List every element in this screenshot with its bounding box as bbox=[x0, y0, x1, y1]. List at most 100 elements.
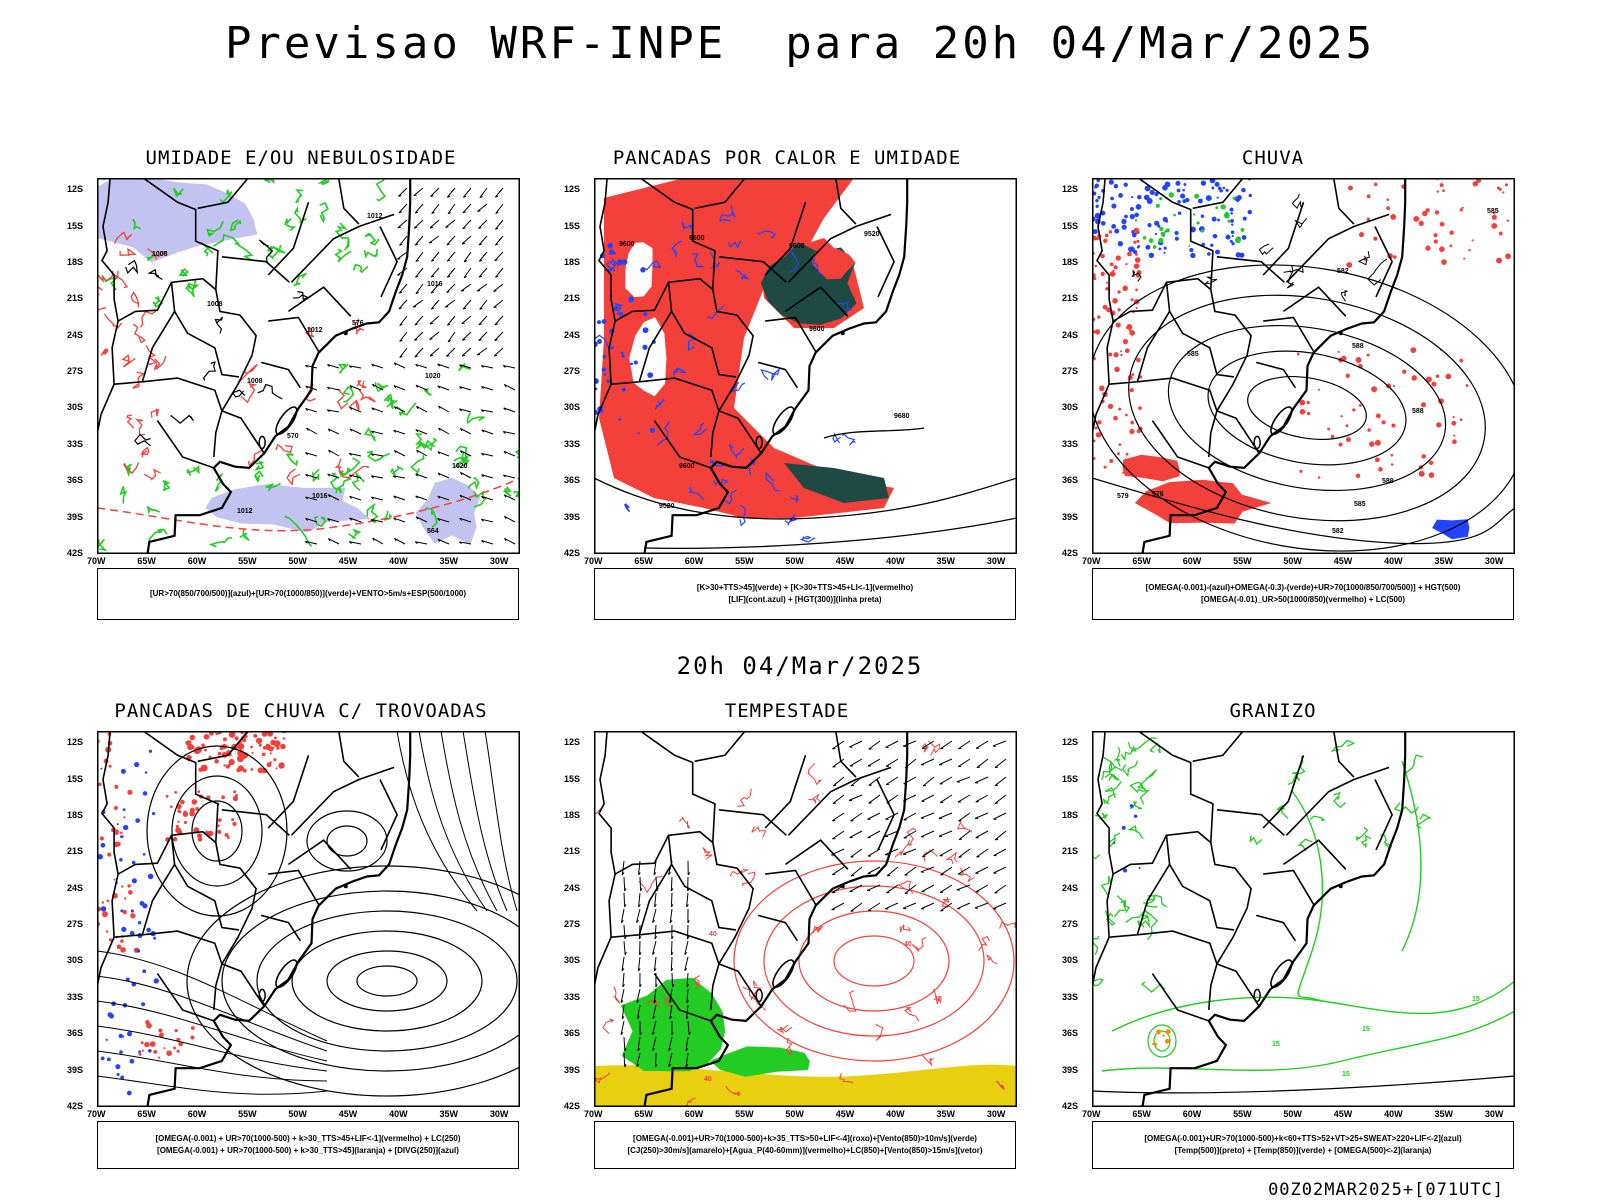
humidity-contour-green bbox=[366, 502, 379, 524]
lif-spot-blue bbox=[601, 367, 607, 372]
lat-tick-label: 33S bbox=[564, 991, 581, 1002]
storm-spot-red bbox=[217, 824, 220, 828]
storm-spot-red bbox=[253, 733, 258, 738]
streamline bbox=[1357, 250, 1370, 266]
wind-vector bbox=[637, 1016, 640, 1020]
border-line bbox=[1192, 731, 1244, 763]
lat-tick-label: 12S bbox=[67, 184, 84, 195]
storm-spot-red bbox=[270, 739, 276, 746]
lif-contour-blue bbox=[765, 471, 780, 492]
geopotential-contour bbox=[1207, 350, 1407, 466]
wind-vector bbox=[504, 515, 507, 520]
rain-spot-red bbox=[1095, 432, 1102, 438]
wind-vector bbox=[349, 517, 362, 523]
lif-contour-blue bbox=[723, 489, 737, 505]
rain-spot-green bbox=[1165, 228, 1170, 233]
wind-vector bbox=[639, 984, 642, 988]
wind-vector bbox=[920, 866, 935, 873]
storm-spot-red bbox=[173, 1046, 177, 1050]
lat-tick-label: 36S bbox=[1062, 1028, 1079, 1039]
coastline-east bbox=[1141, 178, 1407, 554]
omega-spot-orange bbox=[1165, 1029, 1171, 1035]
wind-vector bbox=[957, 758, 971, 768]
lat-tick-label: 33S bbox=[67, 991, 84, 1002]
rain-spot-red bbox=[1386, 198, 1390, 202]
rain-spot-blue bbox=[1097, 195, 1101, 200]
rain-spot-blue bbox=[1216, 196, 1219, 199]
humidity-contour-green bbox=[295, 188, 303, 204]
storm-spot-red bbox=[217, 829, 222, 834]
contour-label: 40 bbox=[904, 941, 912, 948]
wind-vector bbox=[850, 866, 863, 877]
wind-vector bbox=[651, 1020, 657, 1035]
humidity-contour-green bbox=[363, 427, 376, 442]
wind-vector bbox=[668, 1052, 673, 1067]
rain-spot-red bbox=[1134, 252, 1138, 256]
wind-vector bbox=[867, 812, 881, 820]
wind-vector bbox=[304, 364, 308, 368]
instability-area-red bbox=[811, 246, 856, 280]
wind-vector bbox=[399, 235, 408, 246]
wind-vector bbox=[994, 794, 1007, 804]
wind-vector bbox=[428, 235, 440, 244]
humidity-contour-green bbox=[146, 505, 160, 515]
rain-spot-red bbox=[1122, 285, 1128, 292]
precipitable-water-contour bbox=[911, 937, 927, 953]
coastline-east bbox=[1141, 731, 1407, 1107]
wind-vector bbox=[447, 331, 456, 343]
lat-tick-label: 15S bbox=[564, 220, 581, 231]
precipitable-water-contour bbox=[933, 988, 942, 1005]
legend-pancadas-calor: [K>30+TTS>45](verde) + [K>30+TTS>45+LI<-… bbox=[594, 568, 1016, 620]
humidity-contour-green bbox=[208, 536, 233, 548]
storm-spot-red bbox=[227, 763, 231, 768]
wind-vector bbox=[669, 1000, 672, 1004]
storm-spot-red bbox=[177, 809, 181, 813]
wind-vector bbox=[670, 892, 673, 908]
geopotential-contour bbox=[1092, 264, 1515, 552]
wind-vector bbox=[430, 291, 435, 294]
wind-vector bbox=[493, 347, 504, 357]
border-line bbox=[694, 178, 746, 210]
rain-spot-red bbox=[1117, 290, 1121, 294]
wind-vector bbox=[481, 518, 494, 523]
wind-vector bbox=[620, 908, 625, 923]
wind-vector bbox=[503, 407, 507, 411]
storm-spot-red bbox=[180, 799, 185, 805]
wind-vector bbox=[957, 866, 971, 875]
legend-line: [LIF](cont.azul) + [HGT(300)](linha pret… bbox=[728, 595, 882, 604]
contour-label: 40 bbox=[934, 996, 942, 1003]
border-line bbox=[1282, 839, 1347, 870]
lif-contour-blue bbox=[719, 213, 734, 222]
lagoa-patos bbox=[1270, 959, 1293, 988]
lat-tick-label: 15S bbox=[1062, 220, 1079, 231]
map-umidade: 1012100810081012101610201020100810121016… bbox=[97, 178, 520, 554]
main-title: Previsao WRF-INPE para 20h 04/Mar/2025 bbox=[224, 18, 1376, 69]
border-line bbox=[156, 973, 215, 1022]
hail-spot-blue bbox=[1129, 804, 1134, 808]
rain-spot-red bbox=[1425, 245, 1431, 251]
border-line bbox=[598, 731, 616, 875]
wind-vector bbox=[459, 494, 472, 501]
border-line bbox=[787, 766, 892, 836]
contour-label: 9600 bbox=[789, 243, 805, 250]
border-line bbox=[1285, 766, 1390, 836]
humidity-contour-green bbox=[293, 272, 308, 287]
legend-trovoadas: [OMEGA(-0.001) + UR>70(1000-500) + k>30_… bbox=[97, 1121, 519, 1169]
wind-vector bbox=[371, 496, 374, 500]
wind-vector bbox=[938, 758, 953, 766]
border-line bbox=[221, 809, 290, 836]
wind-vector bbox=[480, 409, 484, 413]
lif-contour-blue bbox=[810, 258, 825, 278]
rain-spot-blue bbox=[1121, 224, 1127, 230]
wind-vector bbox=[621, 872, 625, 876]
border-line bbox=[834, 178, 857, 225]
rain-spot-green bbox=[1200, 229, 1205, 233]
lif-contour-blue bbox=[731, 381, 746, 393]
wind-vector bbox=[415, 259, 419, 263]
temp850-contour bbox=[1137, 914, 1151, 929]
humidity-contour-green bbox=[285, 453, 298, 467]
rain-spot-blue bbox=[1124, 214, 1128, 219]
storm-spot-red bbox=[266, 762, 272, 768]
wind-vector bbox=[459, 472, 463, 476]
